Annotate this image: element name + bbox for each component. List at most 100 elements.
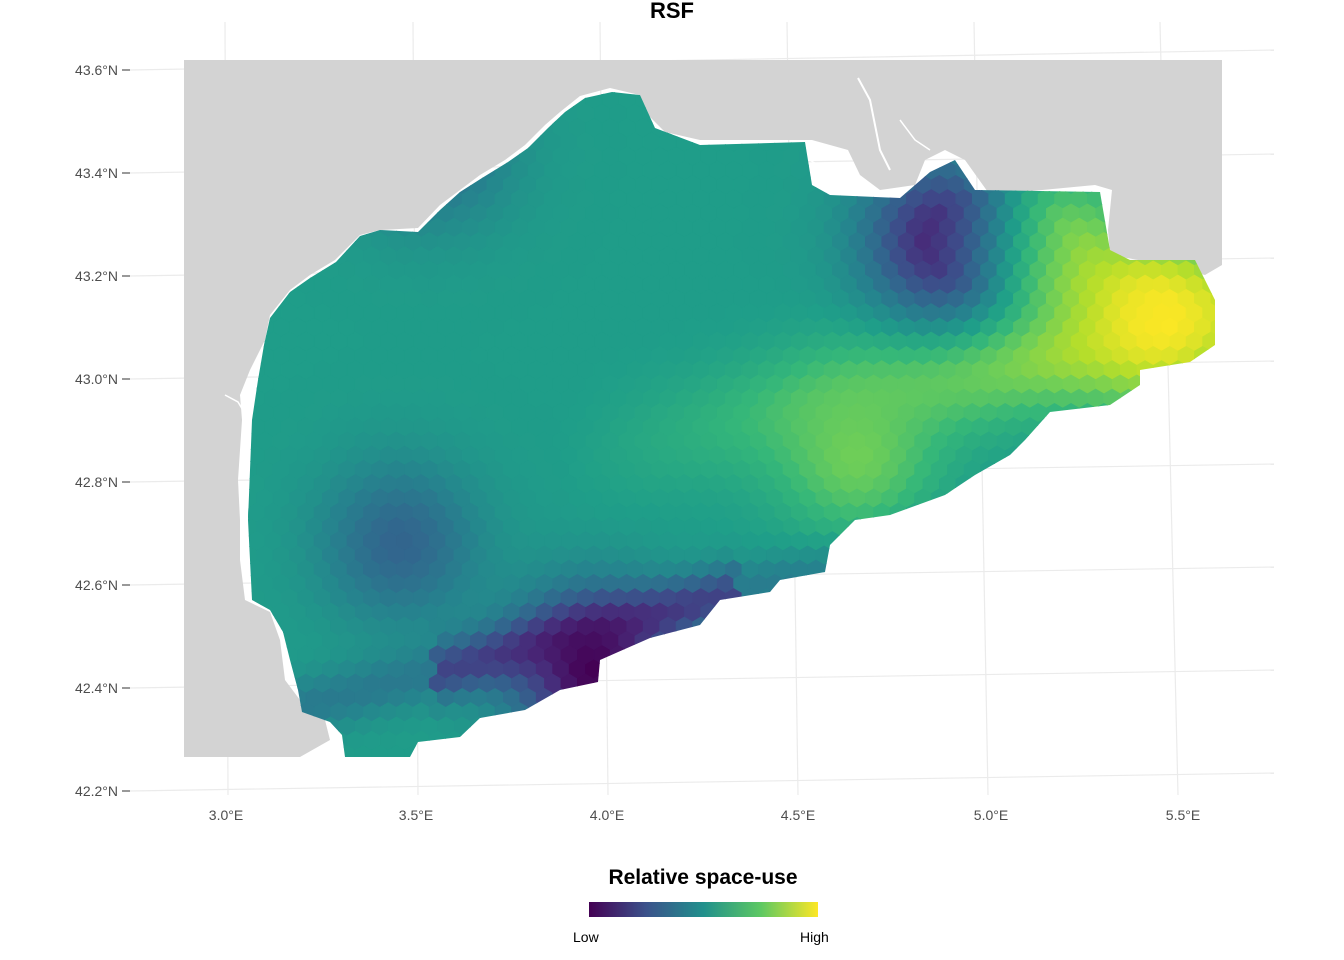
hex-cell (560, 730, 578, 751)
hex-cell (1087, 474, 1105, 494)
x-axis: 3.0°E 3.5°E 4.0°E 4.5°E 5.0°E 5.5°E (209, 807, 1200, 823)
hex-cell (609, 730, 628, 751)
hex-cell (922, 730, 940, 751)
hex-cell (963, 488, 981, 509)
hex-cell (757, 730, 776, 751)
hex-cell (873, 645, 891, 665)
hex-cell (1111, 516, 1129, 537)
hex-cell (971, 502, 990, 523)
hex-cell (651, 716, 669, 737)
hex-cell (1152, 588, 1170, 608)
hex-cell (1037, 730, 1055, 751)
hex-cell (889, 645, 907, 665)
hex-cell (766, 630, 784, 651)
hex-cell (1062, 545, 1080, 566)
hex-cell (1046, 573, 1063, 594)
hex-cell (766, 659, 784, 680)
hex-cell (897, 573, 915, 594)
hex-cell (914, 687, 932, 708)
hex-cell (1111, 459, 1129, 480)
hex-cell (889, 616, 907, 637)
hex-cell (947, 687, 965, 708)
hex-cell (1111, 545, 1129, 566)
hex-cell (996, 630, 1014, 651)
hex-cell (922, 502, 940, 523)
hex-cell (914, 630, 932, 651)
hex-cell (766, 744, 784, 757)
hex-cell (881, 573, 899, 594)
hex-cell (725, 702, 743, 722)
hex-cell (667, 687, 685, 708)
hex-cell (585, 716, 603, 737)
hex-cell (692, 673, 710, 694)
hex-cell (1177, 488, 1195, 509)
hex-cell (1095, 459, 1113, 480)
hex-cell (922, 645, 940, 665)
hex-cell (988, 559, 1006, 580)
hex-cell (1029, 659, 1047, 680)
hex-cell (626, 645, 644, 665)
hex-cell (1144, 488, 1162, 509)
hex-cell (1111, 630, 1129, 651)
hex-cell (930, 687, 948, 708)
hex-cell (840, 160, 858, 181)
hex-cell (955, 702, 973, 722)
hex-cell (1070, 730, 1088, 751)
hex-cell (437, 744, 455, 757)
hex-cell (823, 702, 841, 722)
hex-cell (1021, 531, 1039, 551)
hex-cell (642, 645, 660, 665)
hex-cell (1128, 402, 1146, 423)
hex-cell (848, 630, 866, 651)
hex-cell (692, 730, 710, 751)
hex-cell (988, 616, 1006, 637)
hex-cell (963, 744, 981, 757)
hex-cell (1136, 702, 1154, 722)
hex-cell (1004, 673, 1022, 694)
hex-cell (1202, 673, 1215, 694)
hex-cell (1210, 744, 1215, 757)
hex-cell (1046, 630, 1063, 651)
hex-cell (1120, 730, 1138, 751)
hex-cell (1013, 573, 1031, 594)
hex-cell (1169, 730, 1187, 751)
hex-cell (1120, 673, 1138, 694)
hex-cell (683, 687, 702, 708)
hex-cell (1210, 687, 1215, 708)
hex-cell (1004, 616, 1022, 637)
hex-cell (1111, 716, 1129, 737)
hex-cell (1185, 673, 1203, 694)
hex-cell (1185, 417, 1203, 437)
hex-cell (1152, 702, 1170, 722)
hex-cell (930, 573, 948, 594)
hex-cell (1087, 673, 1105, 694)
hex-cell (782, 659, 800, 680)
hex-cell (1185, 502, 1203, 523)
hex-cell (906, 730, 924, 751)
hex-cell (807, 702, 825, 722)
hex-cell (1185, 588, 1203, 608)
hex-cell (708, 673, 726, 694)
hex-cell (955, 502, 973, 523)
hex-cell (1202, 730, 1215, 751)
x-tick-label: 4.0°E (590, 807, 624, 823)
hex-cell (700, 630, 718, 651)
hex-cell (634, 716, 652, 737)
hex-cell (601, 687, 619, 708)
hex-cell (1169, 388, 1187, 409)
hex-cell (1169, 588, 1187, 608)
hex-cell (1078, 459, 1096, 480)
hex-cell (1087, 702, 1105, 722)
hex-cell (618, 687, 636, 708)
hex-cell (832, 573, 850, 594)
hex-cell (634, 687, 652, 708)
hex-cell (980, 659, 998, 680)
hex-cell (749, 716, 767, 737)
hex-cell (1095, 545, 1113, 566)
hex-cell (1062, 602, 1080, 623)
hex-cell (1120, 474, 1138, 494)
hex-cell (922, 531, 940, 551)
hex-cell (1062, 516, 1080, 537)
x-tick-label: 4.5°E (781, 807, 815, 823)
hex-cell (848, 174, 866, 195)
